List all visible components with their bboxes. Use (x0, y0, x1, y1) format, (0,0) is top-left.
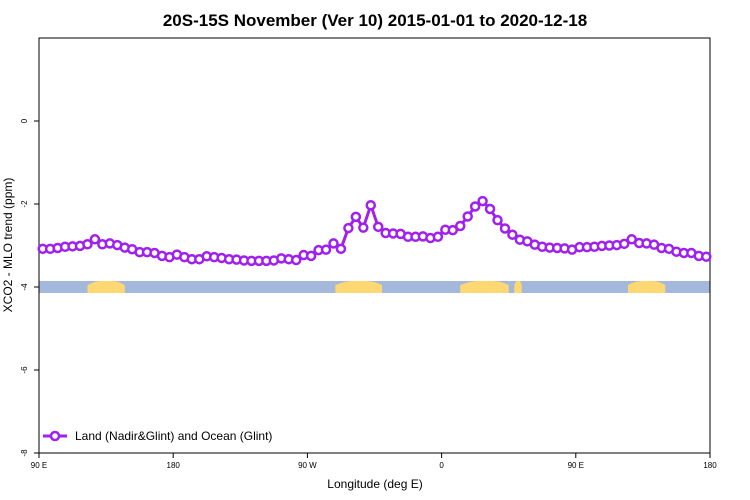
surface-bar (39, 280, 710, 293)
data-point (365, 199, 377, 211)
data-point (492, 214, 503, 226)
land-segment-4 (627, 280, 666, 293)
y-axis-label: XCO2 - MLO trend (ppm) (1, 178, 15, 313)
legend: Land (Nadir&Glint) and Ocean (Glint) (43, 429, 272, 443)
x-tick-label-2: 90 W (298, 461, 317, 470)
data-point (701, 251, 712, 262)
data-point (343, 222, 354, 234)
data-point (320, 244, 332, 255)
y-tick-label-0: 0 (20, 118, 29, 123)
legend-label: Land (Nadir&Glint) and Ocean (Glint) (75, 429, 272, 443)
x-tick-label-0: 90 E (31, 461, 47, 470)
data-point (469, 201, 481, 212)
x-tick-label-1: 180 (167, 461, 181, 470)
land-segment-1 (335, 280, 382, 293)
data-point (305, 250, 317, 262)
land-segment-3 (514, 280, 522, 293)
y-axis-ticks: 0 -2 -4 -6 -8 (20, 118, 39, 457)
data-point (328, 238, 339, 249)
data-point (462, 211, 473, 222)
series-points (37, 195, 712, 267)
chart-title: 20S-15S November (Ver 10) 2015-01-01 to … (163, 11, 587, 30)
data-point (350, 211, 362, 223)
x-tick-label-3: 0 (439, 461, 444, 470)
data-point (89, 234, 101, 245)
y-tick-label-3: -6 (20, 366, 29, 374)
data-point (447, 224, 459, 236)
land-segment-2 (460, 280, 509, 293)
x-axis-ticks: 90 E 180 90 W 0 90 E 180 (31, 453, 717, 470)
data-point (372, 221, 384, 233)
data-point (290, 254, 302, 266)
x-axis-label: Longitude (deg E) (327, 477, 422, 491)
data-point (82, 239, 93, 250)
data-point (477, 195, 488, 207)
data-point (454, 220, 466, 232)
y-tick-label-4: -8 (20, 449, 29, 457)
y-tick-label-1: -2 (20, 200, 29, 208)
x-tick-label-4: 90 E (568, 461, 584, 470)
data-point (499, 223, 511, 234)
legend-marker (49, 430, 61, 442)
land-segment-0 (87, 280, 125, 293)
data-point (507, 229, 518, 240)
data-point (619, 238, 630, 250)
y-tick-label-2: -4 (20, 283, 29, 291)
x-tick-label-5: 180 (703, 461, 717, 470)
data-point (484, 203, 496, 215)
data-point (358, 222, 369, 233)
data-point (335, 243, 347, 255)
data-point (432, 231, 444, 243)
